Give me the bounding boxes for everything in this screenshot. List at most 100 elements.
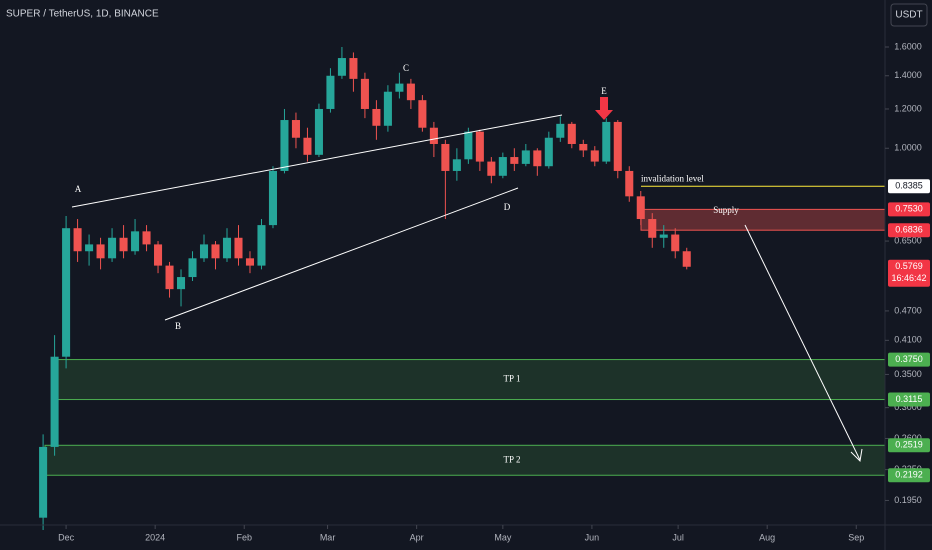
- y-tick-label: 0.4700: [894, 305, 922, 315]
- zone: [54, 359, 886, 401]
- candle-body: [429, 127, 438, 144]
- candle-body: [108, 237, 117, 259]
- y-tick-label: 0.4100: [894, 335, 922, 345]
- candle-body: [648, 219, 657, 238]
- zone-tag: [888, 438, 930, 453]
- candle-body: [613, 121, 622, 171]
- arrow-head: [850, 448, 863, 463]
- projection-arrow: [744, 224, 861, 461]
- x-tick-label: 2024: [145, 532, 165, 542]
- trend-line: [164, 187, 519, 321]
- currency-button[interactable]: [890, 3, 928, 27]
- candle-body: [303, 137, 312, 155]
- axis: 1.6000 1.4000 1.2000 1.0000 0.6500 0.4700 0.41…: [58, 41, 922, 542]
- wave-label: E: [601, 86, 607, 96]
- candle-body: [590, 150, 599, 162]
- candle-body: [165, 265, 174, 290]
- candles: [39, 46, 691, 531]
- zone-label: TP 2: [504, 454, 521, 464]
- last-price-tag: [888, 259, 930, 287]
- zone-label: TP 1: [504, 374, 521, 384]
- candle-body: [452, 159, 461, 171]
- y-tick-label: 0.2600: [894, 433, 922, 443]
- candle-body: [268, 170, 277, 226]
- candle-body: [96, 244, 105, 259]
- candle-body: [177, 277, 186, 290]
- wave-label: B: [175, 321, 181, 331]
- candle-body: [395, 83, 404, 92]
- zone-tag-label: 0.6836: [895, 225, 923, 235]
- candle-body: [154, 244, 163, 266]
- candle-body: [372, 108, 381, 126]
- y-tick-label: 1.0000: [894, 143, 922, 153]
- candle-body: [487, 161, 496, 176]
- countdown-label: 16:46:42: [891, 273, 926, 283]
- zone: [640, 208, 886, 231]
- x-tick-label: Dec: [58, 532, 75, 542]
- candle-body: [406, 83, 415, 101]
- candle-body: [659, 234, 668, 238]
- candle-body: [73, 228, 82, 252]
- candle-body: [245, 258, 255, 266]
- candle-body: [636, 196, 645, 220]
- x-tick-label: Mar: [320, 532, 336, 542]
- currency-label[interactable]: USDT: [895, 10, 922, 21]
- candle-body: [625, 170, 634, 197]
- invalidation-label: invalidation level: [641, 173, 704, 183]
- overlay: A B C D E Supply TP 1 TP 2 invalidation lev…: [71, 63, 863, 464]
- candle-body: [280, 120, 289, 171]
- zone-tag-label: 0.2519: [895, 440, 923, 450]
- candle-body: [441, 143, 450, 171]
- last-price-label: 0.5769: [895, 261, 923, 271]
- zone-tag-label: 0.3750: [895, 354, 923, 364]
- wave-label: C: [403, 63, 409, 73]
- candle-body: [544, 137, 553, 167]
- x-tick-label: Jun: [585, 532, 600, 542]
- zone-tag: [888, 468, 930, 483]
- candle-body: [498, 157, 507, 176]
- candle-body: [257, 225, 266, 266]
- candle-body: [567, 123, 576, 144]
- x-tick-label: Sep: [848, 532, 864, 542]
- wave-label: A: [75, 184, 82, 194]
- candle-body: [234, 237, 243, 259]
- candle-body: [199, 244, 209, 259]
- candle-body: [349, 58, 358, 79]
- candle-body: [521, 150, 530, 164]
- candle-body: [671, 234, 680, 252]
- candle-body: [326, 75, 335, 109]
- y-tick-label: 0.3000: [894, 402, 922, 412]
- down-arrow: [595, 97, 613, 120]
- candle-body: [337, 58, 346, 76]
- candle-body: [222, 237, 232, 259]
- candle-body: [556, 123, 565, 138]
- candle-body: [62, 228, 71, 357]
- x-tick-label: May: [494, 532, 512, 542]
- y-tick-label: 1.2000: [894, 103, 922, 113]
- y-tick-label: 1.6000: [894, 41, 922, 51]
- candle-body: [39, 446, 48, 518]
- candle-body: [579, 143, 588, 151]
- zone-tag-label: 0.7530: [895, 204, 923, 214]
- candle-body: [291, 120, 300, 138]
- candle-body: [119, 237, 128, 252]
- price-tags: 0.8385 0.7530 0.6836 0.3750 0.3115 0.2519 0.21…: [888, 179, 930, 483]
- candle-body: [475, 131, 484, 162]
- zone-label: Supply: [713, 205, 739, 215]
- y-tick-label: 0.1950: [894, 495, 922, 505]
- zone-tag-label: 0.3115: [896, 394, 923, 404]
- zone: [44, 444, 886, 476]
- candle-body: [360, 78, 369, 109]
- candle-body: [131, 231, 140, 252]
- x-tick-label: Aug: [759, 532, 775, 542]
- trend-line: [71, 114, 563, 208]
- candle-body: [602, 121, 611, 162]
- candle-body: [314, 108, 323, 155]
- candle-body: [142, 231, 151, 245]
- x-tick-label: Jul: [672, 532, 684, 542]
- zone-tag: [888, 202, 930, 217]
- candle-body: [383, 91, 392, 126]
- invalidation-tag: [888, 179, 930, 194]
